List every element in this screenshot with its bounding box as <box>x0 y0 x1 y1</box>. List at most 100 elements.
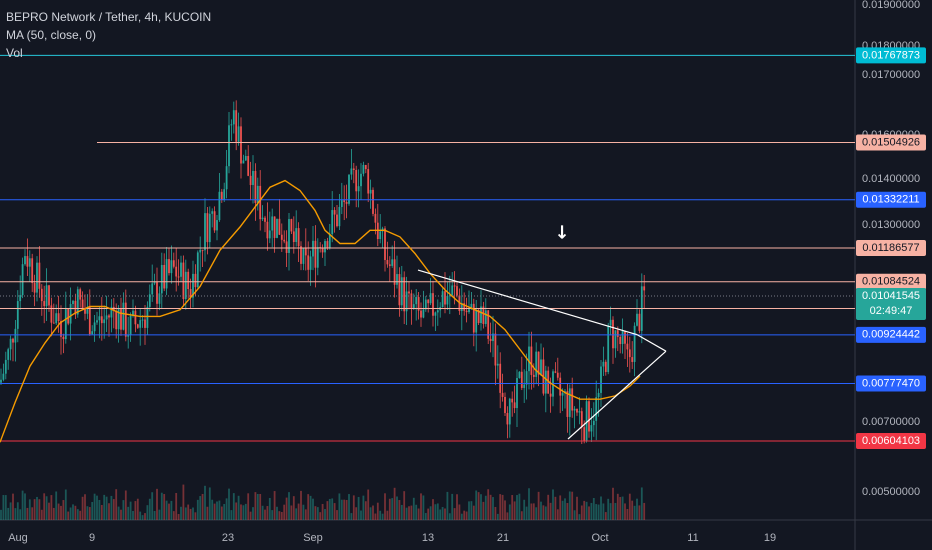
candle-body <box>561 393 564 396</box>
candle-body <box>2 373 5 380</box>
candle-body <box>612 319 614 349</box>
volume-bar <box>196 499 199 520</box>
candle-body <box>597 392 600 398</box>
candle-body <box>537 351 540 375</box>
volume-bar <box>556 509 559 520</box>
candle-body <box>307 255 310 270</box>
volume-bar <box>134 501 137 520</box>
volume-bar <box>28 499 31 520</box>
volume-bar <box>208 487 211 520</box>
volume-bar <box>232 493 235 520</box>
candle-body <box>374 213 377 223</box>
volume-bar <box>96 495 98 520</box>
candle-body <box>180 262 182 277</box>
candle-body <box>232 110 235 125</box>
volume-bar <box>43 493 46 520</box>
candle-body <box>48 285 50 306</box>
candle-body <box>103 319 106 324</box>
volume-bar <box>547 494 550 520</box>
candle-body <box>350 168 353 175</box>
candle-body <box>122 302 125 330</box>
volume-bar <box>295 508 298 520</box>
volume-bar <box>0 509 2 520</box>
volume-bar <box>180 506 182 520</box>
legend-symbol: BEPRO Network / Tether, 4h, KUCOIN <box>6 10 212 24</box>
candle-body <box>12 338 14 343</box>
candle-body <box>364 164 367 170</box>
candle-body <box>204 213 206 251</box>
candle-body <box>463 303 466 311</box>
volume-bar <box>158 509 161 520</box>
candle-body <box>280 234 283 240</box>
volume-bar <box>283 504 286 520</box>
volume-bar <box>472 505 475 520</box>
volume-bar <box>444 508 446 520</box>
candle-body <box>367 169 370 194</box>
candle-body <box>254 170 257 203</box>
volume-bar <box>638 505 641 520</box>
candle-body <box>619 336 622 345</box>
candle-body <box>482 306 485 324</box>
volume-bar <box>194 512 197 520</box>
candle-body <box>446 295 449 305</box>
candle-body <box>405 291 408 312</box>
candle-body <box>216 220 218 231</box>
arrow-down-icon: ↓ <box>554 223 569 244</box>
candle-body <box>470 303 473 310</box>
volume-bar <box>276 506 278 520</box>
volume-bar <box>324 509 326 520</box>
volume-bar <box>223 503 226 520</box>
candle-body <box>530 346 533 375</box>
volume-bar <box>266 506 269 520</box>
volume-bar <box>141 515 144 520</box>
candle-body <box>604 361 607 373</box>
volume-bar <box>319 512 322 520</box>
candle-body <box>220 191 223 200</box>
volume-bar <box>571 491 574 520</box>
volume-bar <box>211 499 214 520</box>
volume-bar <box>379 510 382 520</box>
price-tag: 0.01186577 <box>862 242 919 254</box>
volume-bar <box>290 505 293 520</box>
volume-bar <box>540 501 542 520</box>
volume-bar <box>441 507 444 520</box>
candle-body <box>187 271 190 290</box>
candle-body <box>600 366 602 393</box>
candle-body <box>568 388 571 417</box>
volume-bar <box>62 500 65 520</box>
candle-body <box>424 299 427 310</box>
price-tag: 0.01332211 <box>862 194 919 206</box>
volume-bar <box>415 504 418 520</box>
volume-bar <box>391 498 394 520</box>
candle-body <box>511 398 514 403</box>
volume-bar <box>52 507 55 520</box>
volume-bar <box>501 494 504 520</box>
volume-bar <box>585 501 588 520</box>
candle-body <box>266 221 269 239</box>
volume-bar <box>321 503 324 520</box>
candle-body <box>93 322 96 332</box>
candle-body <box>136 324 139 328</box>
volume-bar <box>108 503 110 520</box>
volume-bar <box>235 502 238 520</box>
candle-body <box>165 259 168 289</box>
candle-body <box>223 189 226 200</box>
candle-body <box>79 289 82 300</box>
candle-body <box>434 312 437 316</box>
candle-body <box>508 398 511 425</box>
candle-body <box>583 427 586 441</box>
volume-bar <box>494 506 497 520</box>
volume-bar <box>148 498 151 520</box>
trendline <box>417 269 638 336</box>
candle-body <box>535 351 538 377</box>
candle-body <box>403 277 406 312</box>
candle-body <box>386 259 389 265</box>
candle-body <box>492 333 494 342</box>
volume-bar <box>535 507 538 520</box>
candle-body <box>465 310 468 313</box>
volume-bar <box>499 494 502 520</box>
volume-bar <box>580 505 583 520</box>
volume-bar <box>408 506 410 520</box>
volume-bar <box>201 493 204 520</box>
